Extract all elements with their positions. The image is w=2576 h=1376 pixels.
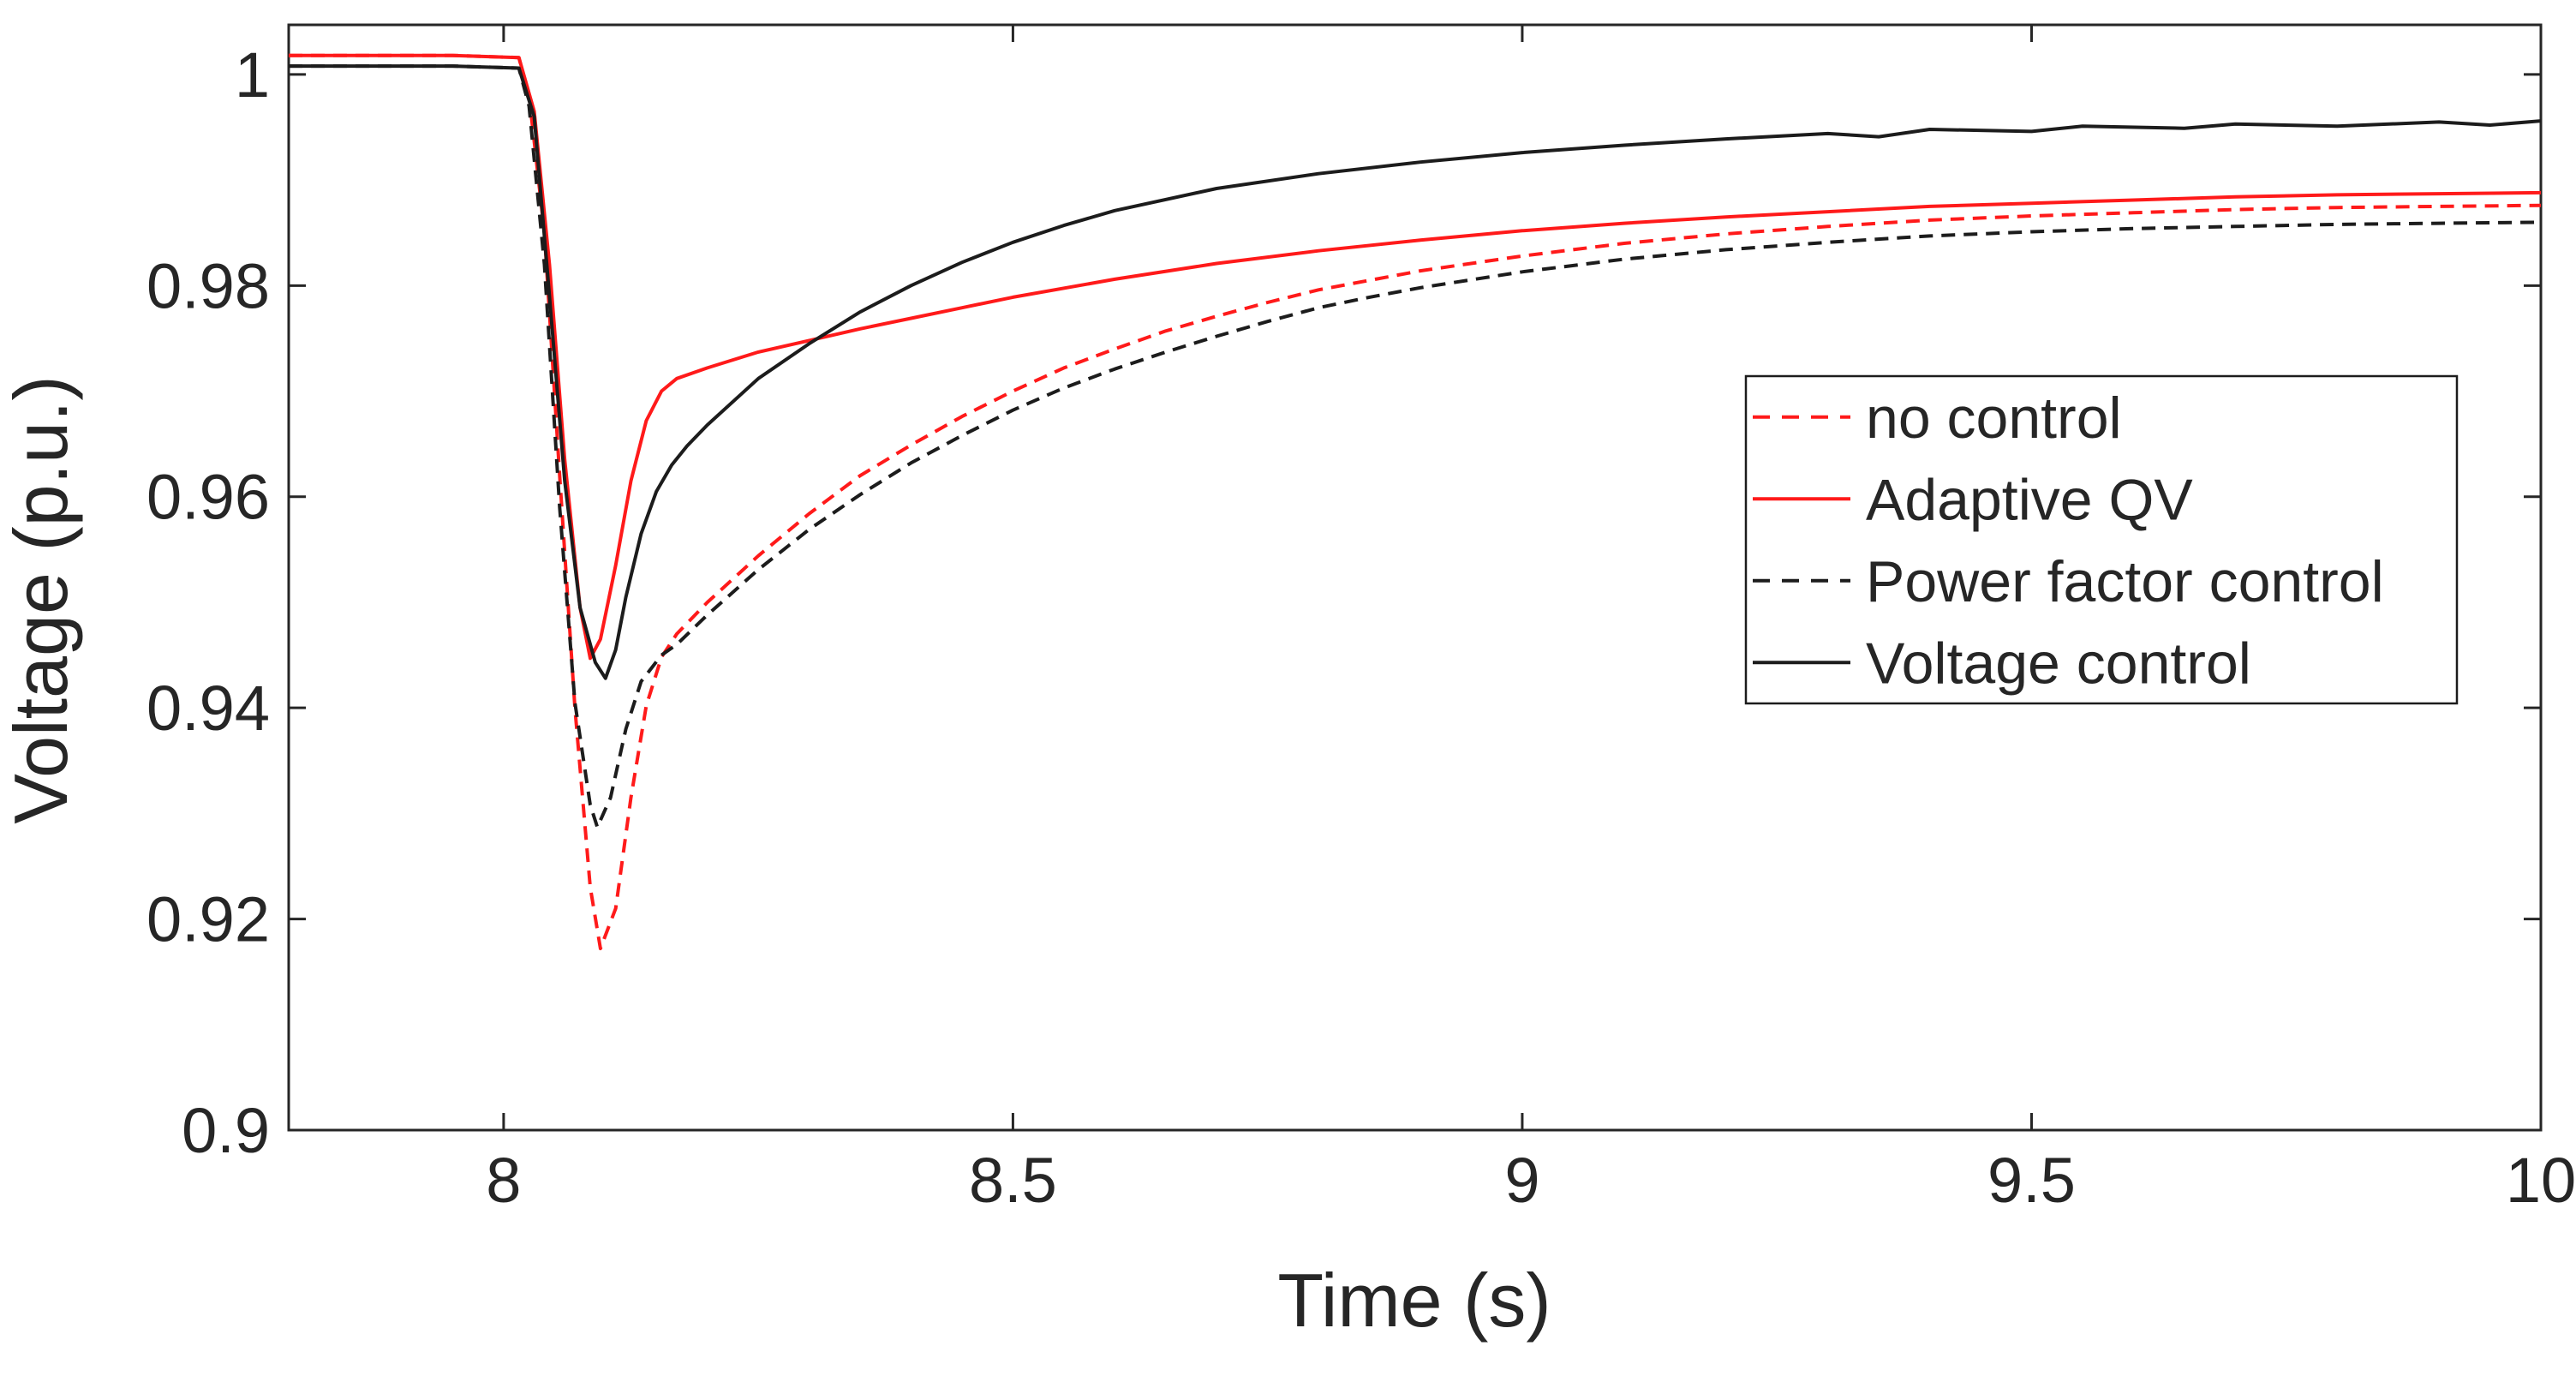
y-tick-label: 0.98 [146,250,270,321]
legend-label: Power factor control [1866,549,2384,614]
y-tick-label: 0.92 [146,884,270,955]
legend-label: no control [1866,386,2122,451]
axes-box [287,23,2543,1132]
legend-label: Adaptive QV [1866,467,2193,532]
x-tick-label: 8.5 [969,1145,1057,1216]
x-axis-label: Time (s) [1277,1258,1551,1343]
y-axis-label: Voltage (p.u.) [0,375,83,823]
series-line-voltage-control [289,64,2542,680]
legend-label: Voltage control [1866,631,2251,696]
x-tick-label: 9.5 [1987,1145,2076,1216]
y-tick-label: 0.9 [182,1095,270,1166]
x-tick-label: 8 [486,1145,521,1216]
x-tick-label: 10 [2506,1145,2576,1216]
x-tick-label: 9 [1504,1145,1539,1216]
y-tick-label: 1 [235,39,270,111]
y-tick-label: 0.94 [146,673,270,744]
series-line-power-factor-control [289,64,2542,829]
legend: no control Adaptive QV Power factor contro… [1744,374,2459,705]
legend-box [1744,374,2459,705]
y-tick-label: 0.96 [146,462,270,533]
